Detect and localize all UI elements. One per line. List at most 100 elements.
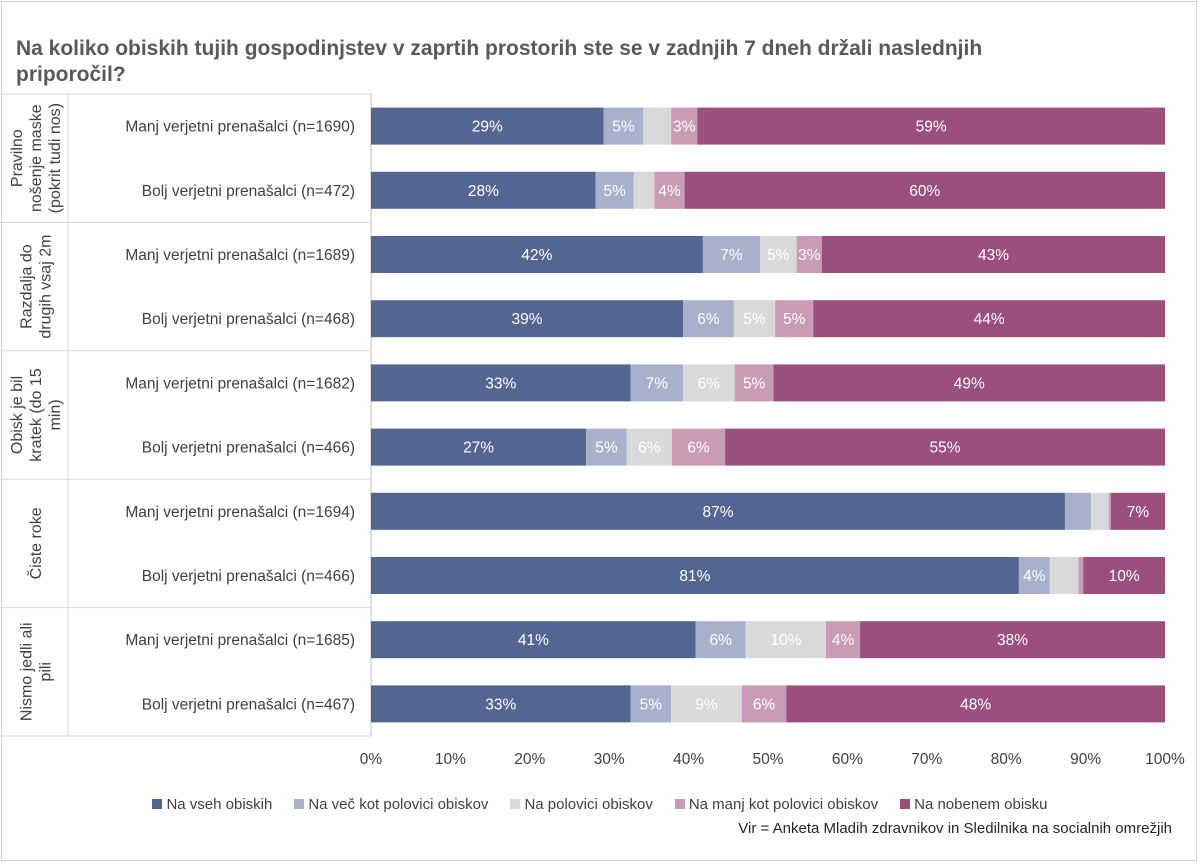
- bar-segment: [760, 236, 797, 273]
- group-label-line: Obisk je bil: [9, 376, 26, 454]
- category-label: Manj verjetni prenašalci (n=1685): [125, 632, 355, 649]
- x-tick-label: 30%: [594, 751, 625, 768]
- group-label: Čiste roke: [26, 507, 45, 579]
- bar-segment: [734, 364, 774, 402]
- bar-segment: [1049, 557, 1079, 594]
- legend-label: Na manj kot polovici obiskov: [688, 795, 879, 813]
- data-label: 4%: [1023, 568, 1046, 585]
- data-label: 5%: [743, 375, 766, 392]
- data-label: 7%: [646, 375, 669, 392]
- bar-segment: [630, 364, 684, 402]
- data-label: 5%: [612, 119, 635, 136]
- data-label: 33%: [485, 375, 516, 392]
- bar-segment: [1018, 557, 1050, 594]
- bar-segment: [371, 557, 1019, 594]
- data-label: 33%: [485, 696, 516, 713]
- legend-swatch: [294, 799, 305, 809]
- bar-segment: [371, 300, 684, 338]
- legend-swatch: [510, 799, 521, 809]
- stacked-bar-chart: Pravilno nošenje maske (pokrit tudi nos) Ra…: [0, 93, 1185, 768]
- legend-label: Na vseh obiskih: [166, 795, 273, 813]
- data-label: 5%: [743, 311, 766, 328]
- bar-segment: [371, 171, 596, 209]
- bar-segment: [371, 364, 631, 402]
- bar-segment: [821, 236, 1165, 273]
- category-label: Bolj verjetni prenašalci (n=466): [142, 440, 355, 457]
- data-label: 9%: [695, 696, 718, 713]
- data-label: 5%: [640, 696, 663, 713]
- x-tick-label: 50%: [752, 751, 783, 768]
- bar-segment: [626, 428, 672, 466]
- data-label: 81%: [679, 568, 710, 585]
- source-note: Vir = Anketa Mladih zdravnikov in Sledil…: [738, 820, 1172, 837]
- bar-segment: [786, 685, 1165, 723]
- data-label: 6%: [697, 311, 720, 328]
- x-tick-label: 80%: [991, 751, 1022, 768]
- data-label: 60%: [909, 183, 940, 200]
- group-label-line: Razdalja do: [19, 244, 36, 329]
- x-tick-label: 90%: [1070, 751, 1101, 768]
- legend-swatch: [900, 799, 911, 809]
- bar-segment: [371, 107, 604, 145]
- legend-label: Na nobenem obisku: [914, 795, 1048, 813]
- data-label: 27%: [463, 440, 494, 457]
- x-tick-label: 0%: [360, 751, 383, 768]
- data-label: 3%: [798, 247, 821, 264]
- bar-segment: [643, 107, 672, 145]
- bar-segment: [741, 685, 787, 723]
- data-label: 7%: [1127, 504, 1150, 521]
- data-label: 5%: [595, 440, 618, 457]
- bar-segment: [695, 621, 746, 659]
- data-label: 44%: [974, 311, 1005, 328]
- bar-segment: [671, 107, 698, 145]
- bar-segment: [371, 236, 703, 273]
- bar-segment: [671, 428, 726, 466]
- bar-segment: [1078, 557, 1084, 594]
- category-label: Manj verjetni prenašalci (n=1689): [125, 247, 355, 264]
- bar-segment: [825, 621, 861, 659]
- data-label: 6%: [698, 375, 721, 392]
- category-label: Manj verjetni prenašalci (n=1694): [125, 504, 355, 521]
- legend-item: Na več kot polovici obiskov: [294, 796, 488, 813]
- category-label: Bolj verjetni prenašalci (n=467): [142, 696, 355, 713]
- data-label: 3%: [673, 119, 696, 136]
- bar-segment: [586, 428, 627, 466]
- data-label: 6%: [687, 440, 710, 457]
- legend-item: Na nobenem obisku: [900, 795, 1048, 813]
- bar-segment: [671, 685, 742, 723]
- bar-segment: [371, 621, 696, 659]
- x-tick-label: 20%: [514, 751, 545, 768]
- data-label: 5%: [767, 247, 790, 264]
- group-label-line: Nismo jedli ali: [19, 622, 36, 721]
- bar-segment: [1111, 492, 1165, 530]
- group-label-line: min): [47, 399, 64, 430]
- chart-title: Na koliko obiskih tujih gospodinjstev v …: [16, 37, 983, 86]
- data-label: 7%: [720, 247, 743, 264]
- data-label: 6%: [710, 632, 733, 649]
- data-label: 39%: [512, 311, 543, 328]
- data-label: 4%: [832, 632, 855, 649]
- bar-segment: [1091, 492, 1109, 530]
- legend-label: Na več kot polovici obiskov: [308, 795, 489, 813]
- data-label: 42%: [521, 247, 552, 264]
- bar-segment: [860, 621, 1165, 659]
- bar-segment: [683, 300, 734, 338]
- data-label: 43%: [978, 247, 1009, 264]
- data-label: 38%: [997, 632, 1028, 649]
- data-label: 49%: [954, 375, 985, 392]
- data-label: 5%: [604, 183, 627, 200]
- bar-segment: [773, 364, 1165, 402]
- legend-item: Na polovici obiskov: [510, 796, 653, 813]
- bar-segment: [775, 300, 814, 338]
- bar-segment: [603, 107, 644, 145]
- bar-segment: [813, 300, 1165, 338]
- group-label-line: pili: [38, 662, 55, 682]
- data-label: 5%: [783, 311, 806, 328]
- bar-segment: [796, 236, 822, 273]
- data-label: 10%: [1109, 568, 1140, 585]
- bar-segment: [702, 236, 761, 273]
- category-label: Bolj verjetni prenašalci (n=466): [142, 568, 355, 585]
- group-label-line: drugih vsaj 2m: [38, 235, 55, 339]
- bar-segment: [697, 107, 1165, 145]
